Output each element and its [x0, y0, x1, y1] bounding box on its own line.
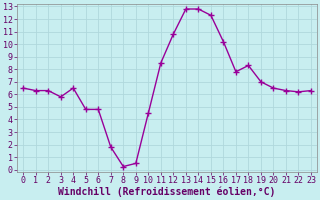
- X-axis label: Windchill (Refroidissement éolien,°C): Windchill (Refroidissement éolien,°C): [58, 187, 276, 197]
